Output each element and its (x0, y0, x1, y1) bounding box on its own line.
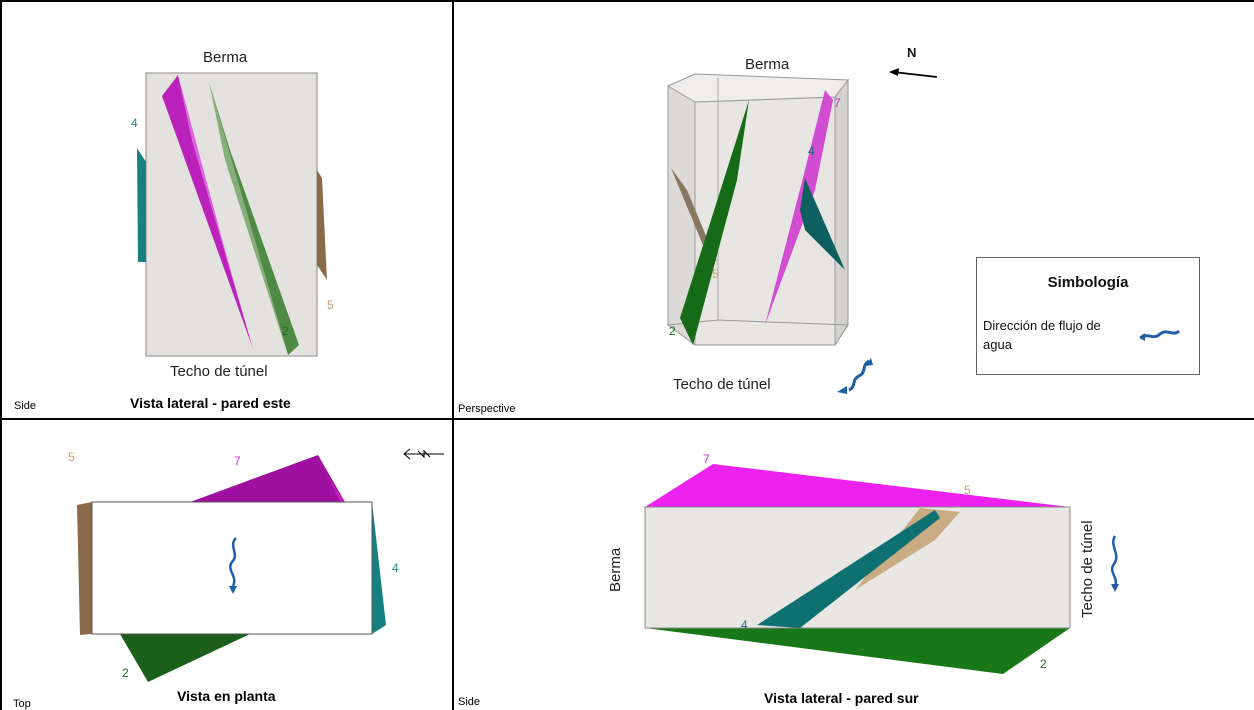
view-title: Vista lateral - pared este (130, 395, 291, 411)
plane-5-shape (77, 502, 92, 635)
top-label: Berma (203, 49, 248, 66)
top-label: Berma (745, 56, 790, 73)
perspective-scene (666, 73, 849, 347)
plane-7-label: 7 (234, 454, 241, 468)
divider-vertical (452, 0, 454, 710)
legend-flow-text: Dirección de flujo de agua (983, 318, 1101, 352)
plane-5-label: 5 (964, 483, 971, 497)
view-side-south: Berma Techo de túnel 7 5 4 2 Side Vista … (455, 420, 1254, 710)
plane-2-shape (120, 634, 250, 682)
plane-4-label: 4 (741, 618, 748, 632)
plane-7-label: 7 (703, 452, 710, 466)
plane-7-shape (190, 455, 345, 502)
plane-2-face (209, 82, 288, 355)
block-top-face (666, 73, 849, 103)
tunnel-box (91, 501, 373, 635)
plane-5-label: 5 (68, 450, 75, 464)
top-scene (77, 455, 386, 682)
plane-2-shape (680, 100, 749, 345)
plane-4-shape (372, 502, 386, 634)
water-flow-icon (1139, 329, 1181, 341)
plane-2-label: 2 (1040, 657, 1047, 671)
side-east-scene (137, 72, 327, 357)
view-type-label: Side (14, 400, 37, 412)
flow-arrow-head (229, 586, 237, 594)
water-flow-icon (229, 537, 237, 587)
view-side-east: Berma Techo de túnel 4 5 2 Side Vista la… (0, 0, 453, 418)
side-south-scene (644, 464, 1071, 674)
plane-7-shape (162, 75, 253, 349)
north-arrow-icon (889, 68, 938, 78)
view-type-label: Top (13, 698, 31, 710)
north-arrow-icon (403, 448, 444, 460)
legend-box: Simbología Dirección de flujo de agua (976, 257, 1200, 375)
north-label: N (907, 45, 917, 60)
plane-4-shape (137, 148, 146, 262)
plane-4-shape (800, 178, 845, 270)
plane-2-label: 2 (282, 324, 289, 338)
plane-2-label: 2 (669, 324, 676, 338)
right-label: Techo de túnel (1079, 520, 1096, 618)
border-top (0, 0, 1254, 2)
plane-4-label: 4 (808, 144, 815, 158)
bottom-label: Techo de túnel (673, 376, 771, 393)
plane-5-label: 5 (712, 267, 719, 281)
plane-5-label: 5 (327, 298, 334, 312)
block-bottom-face (666, 319, 849, 346)
water-flow-icon (1110, 535, 1119, 592)
view-title: Vista en planta (177, 688, 276, 704)
divider-horizontal (0, 418, 1254, 420)
legend-title: Simbología (1047, 274, 1129, 291)
plane-2-shape (209, 82, 299, 355)
plane-7-shape (645, 464, 1070, 507)
block-front-face (668, 86, 695, 345)
plane-7-label: 7 (834, 96, 841, 110)
border-left (0, 0, 2, 710)
plane-7-shape (765, 90, 833, 325)
view-type-label: Side (458, 696, 481, 708)
bottom-label: Techo de túnel (170, 363, 268, 380)
plane-5-shape (855, 508, 960, 590)
plane-2-label: 2 (122, 666, 129, 680)
view-type-label: Perspective (458, 403, 516, 415)
plane-4-label: 4 (131, 116, 138, 130)
left-label: Berma (607, 547, 624, 592)
view-top: 5 7 4 2 Top Vista en planta (0, 420, 453, 710)
view-title: Vista lateral - pared sur (764, 690, 919, 706)
plane-4-shape (757, 510, 940, 628)
plane-4-label: 4 (392, 561, 399, 575)
water-flow-icon (837, 358, 873, 394)
plane-5-shape (317, 170, 327, 280)
plane-2-shape (645, 628, 1070, 674)
block-right-face (834, 78, 849, 347)
